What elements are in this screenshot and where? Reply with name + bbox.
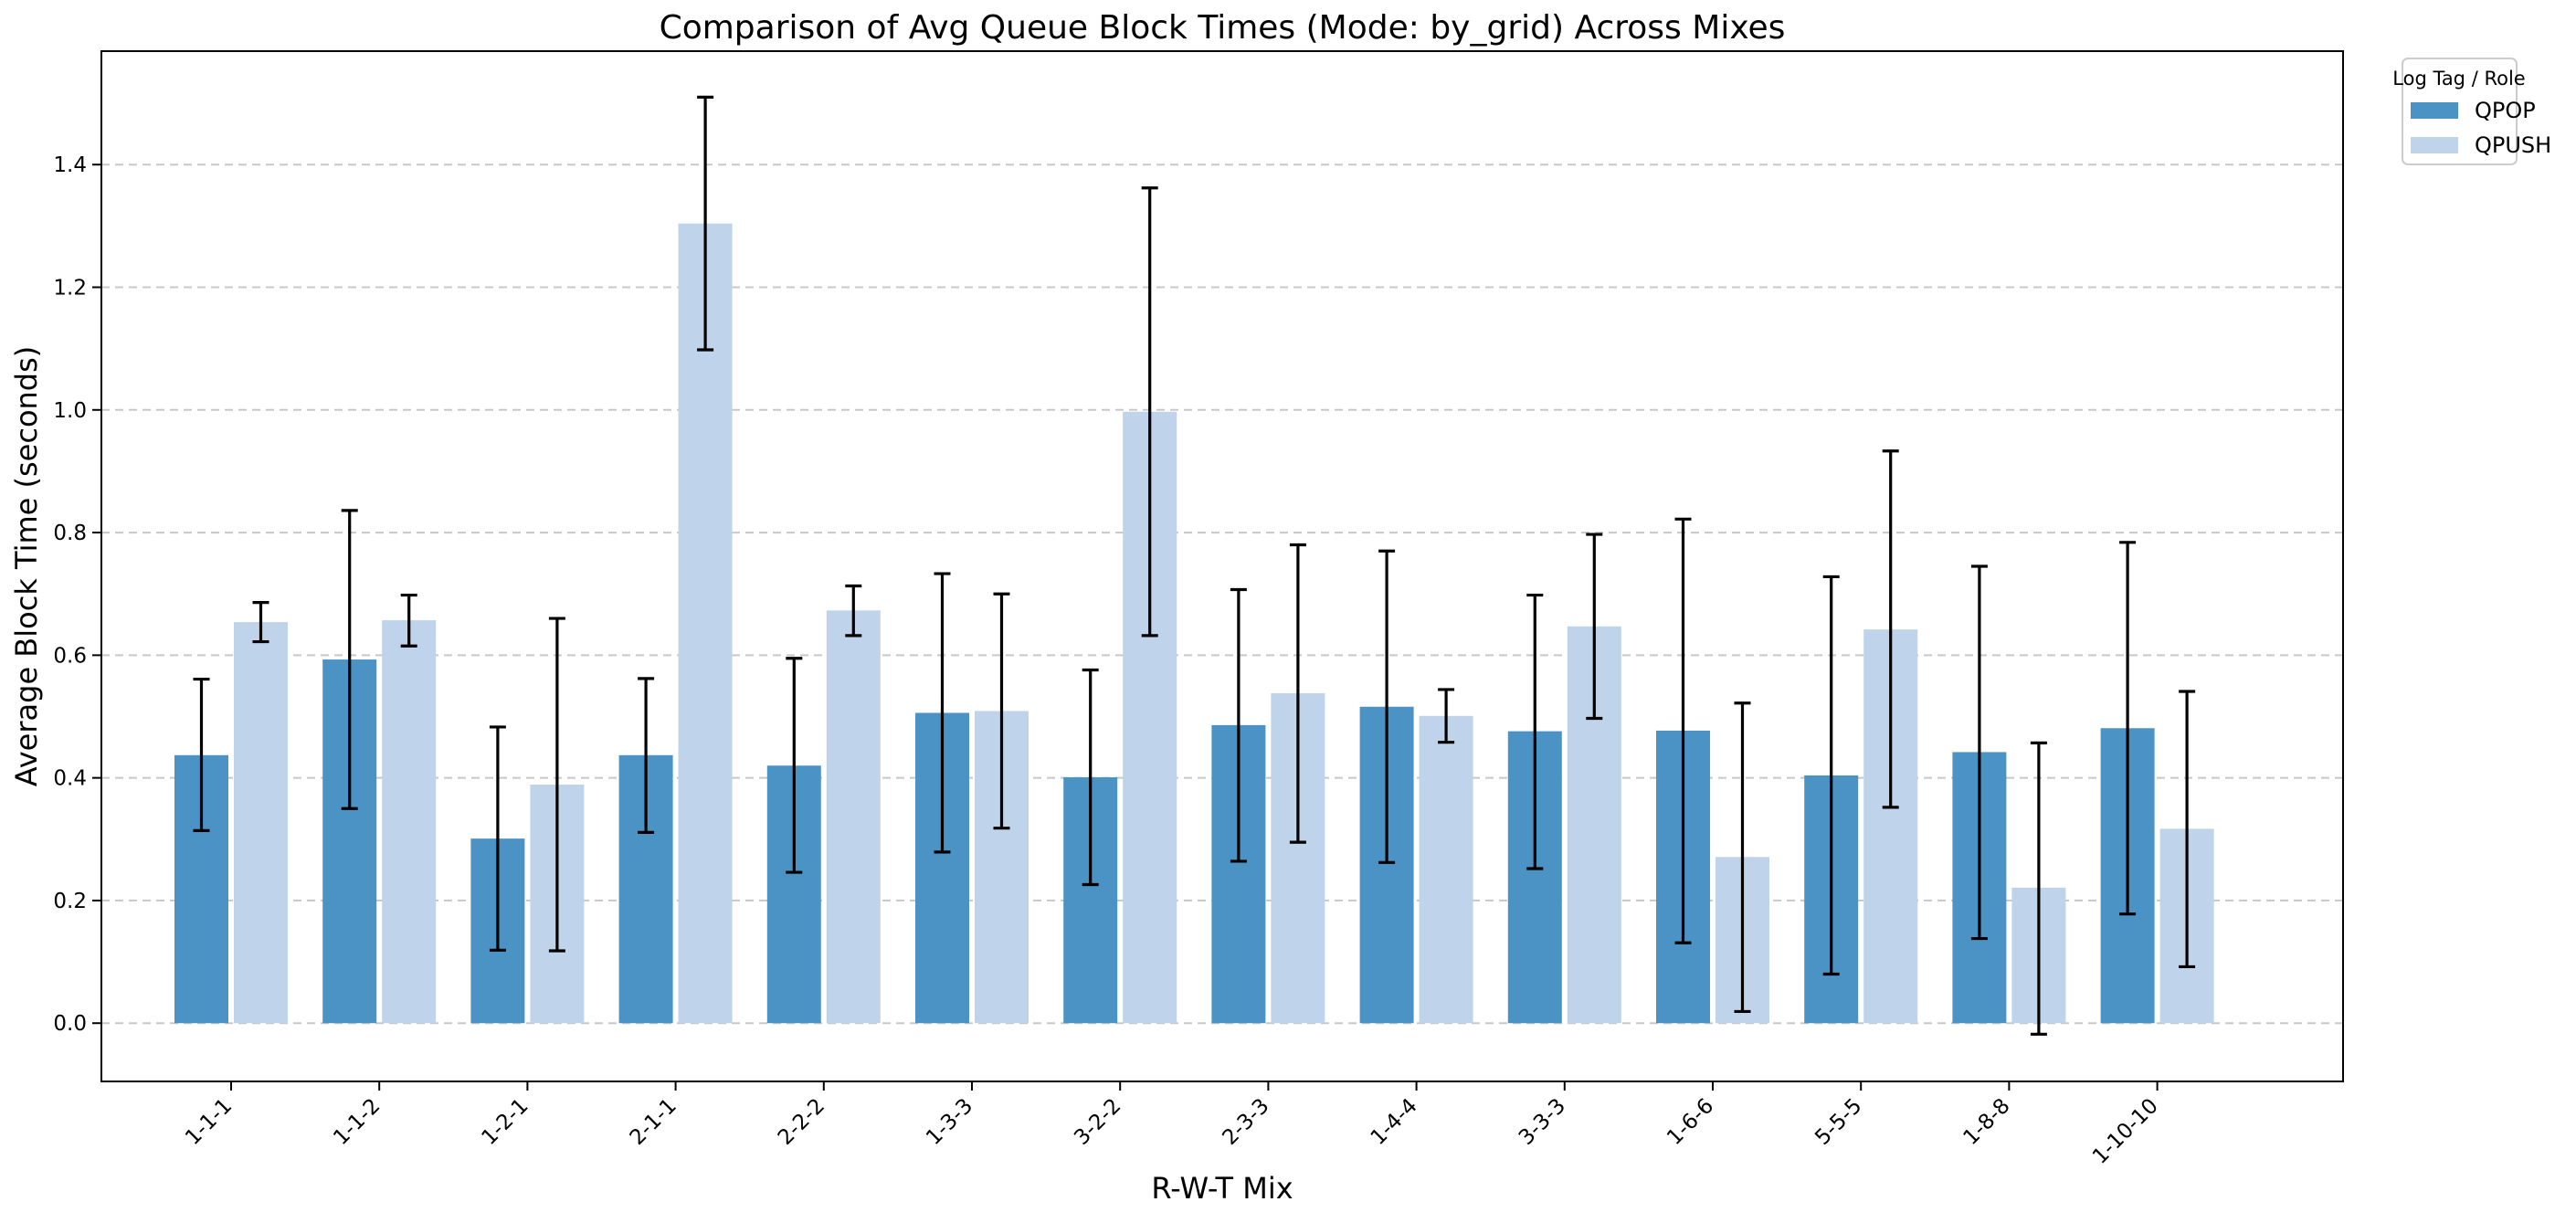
y-tick-label: 0.8 xyxy=(53,522,87,545)
bar-qpush-2-2-2 xyxy=(826,610,881,1024)
x-axis-label: R-W-T Mix xyxy=(1151,1171,1293,1206)
y-tick-label: 1.2 xyxy=(53,277,87,300)
x-tick-label: 1-6-6 xyxy=(1663,1094,1718,1150)
bar-qpush-1-1-2 xyxy=(382,620,437,1024)
legend-items: QPOP QPUSH xyxy=(2411,98,2551,158)
y-axis-ticks: 0.0 0.2 0.4 0.6 0.8 1.0 1.2 1.4 xyxy=(53,153,101,1036)
chart-title: Comparison of Avg Queue Block Times (Mod… xyxy=(660,9,1786,47)
y-tick-label: 0.0 xyxy=(53,1012,87,1036)
error-bars xyxy=(193,95,2196,1036)
x-tick-label: 5-5-5 xyxy=(1811,1094,1866,1150)
x-tick-label: 3-2-2 xyxy=(1070,1094,1125,1150)
y-axis-label: Average Block Time (seconds) xyxy=(9,346,44,787)
x-tick-label: 1-4-4 xyxy=(1367,1094,1422,1150)
bar-qpush-2-1-1 xyxy=(678,223,733,1024)
x-tick-label: 2-1-1 xyxy=(626,1094,681,1150)
x-tick-label: 3-3-3 xyxy=(1515,1094,1570,1150)
x-tick-label: 1-1-2 xyxy=(329,1094,385,1150)
legend-label-qpush: QPUSH xyxy=(2475,132,2551,158)
y-tick-label: 1.0 xyxy=(53,399,87,423)
plot-frame xyxy=(100,50,2344,1082)
legend-title: Log Tag / Role xyxy=(2392,68,2525,90)
y-tick-label: 0.2 xyxy=(53,890,87,913)
x-tick-label: 2-3-3 xyxy=(1218,1094,1273,1150)
bar-qpush-1-1-1 xyxy=(234,622,288,1024)
x-tick-label: 1-3-3 xyxy=(922,1094,977,1150)
legend: Log Tag / Role QPOP QPUSH xyxy=(2392,58,2551,165)
legend-swatch-qpop xyxy=(2411,102,2458,119)
bar-qpush-1-4-4 xyxy=(1419,715,1473,1024)
bars xyxy=(174,223,2214,1024)
x-tick-label: 1-10-10 xyxy=(2088,1094,2163,1169)
x-axis-ticks: 1-1-1 1-1-2 1-2-1 2-1-1 2-2-2 1-3-3 3-2-2 2-3-3… xyxy=(181,1081,2163,1169)
x-tick-label: 1-1-1 xyxy=(181,1094,237,1150)
y-tick-label: 1.4 xyxy=(53,153,87,177)
x-tick-label: 1-8-8 xyxy=(1958,1094,2014,1150)
x-tick-label: 1-2-1 xyxy=(477,1094,533,1150)
legend-label-qpop: QPOP xyxy=(2475,98,2536,123)
legend-swatch-qpush xyxy=(2411,137,2458,153)
y-tick-label: 0.6 xyxy=(53,644,87,668)
x-tick-label: 2-2-2 xyxy=(774,1094,829,1150)
y-tick-label: 0.4 xyxy=(53,767,87,791)
